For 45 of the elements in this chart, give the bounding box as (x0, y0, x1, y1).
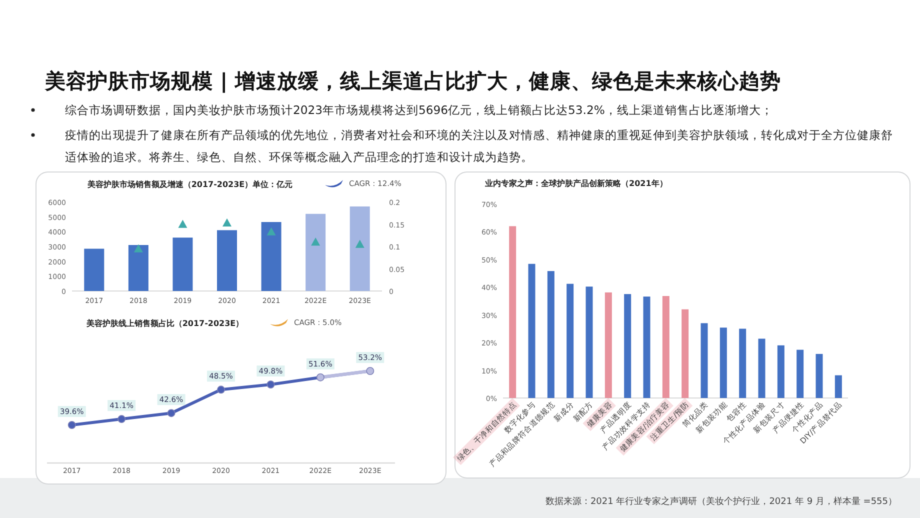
point (167, 409, 176, 418)
bar (816, 354, 823, 398)
bar (720, 328, 727, 398)
bar (261, 222, 282, 291)
bar (739, 328, 746, 398)
bar (128, 245, 148, 291)
bar (566, 284, 574, 398)
point (68, 421, 76, 429)
bar (217, 230, 237, 291)
text: 美容护肤市场规模 | 增速放缓，线上渠道占比扩大，健康、绿色是未来核心趋势 (44, 69, 781, 93)
point (134, 244, 143, 252)
bar (306, 214, 326, 291)
text: 综合市场调研数据，国内美妆护肤市场预计2023年市场规模将达到5696亿元，线上销额占比达53.2%，线上渠道销售占比逐渐增大； (65, 103, 773, 117)
bar (350, 206, 370, 291)
chart-title: 业内专家之声：全球护肤产品创新策略（2021年） (484, 178, 668, 188)
point (266, 227, 276, 236)
point (266, 380, 275, 388)
bar (700, 323, 708, 398)
bar (796, 350, 804, 398)
point (355, 240, 364, 248)
bar (643, 296, 650, 398)
chart-title: 美容护肤线上销售额占比（2017-2023E） (85, 318, 244, 328)
bar (604, 292, 612, 398)
point (316, 373, 324, 382)
source-note: 数据来源：2021 年行业专家之声调研（美妆个护行业，2021 年 9 月，样本量 =555） (545, 496, 897, 507)
bar (758, 338, 766, 398)
point (118, 415, 126, 424)
bar (777, 345, 784, 398)
bar (624, 294, 632, 398)
bar (586, 286, 593, 398)
bar (172, 238, 193, 291)
text: 疫情的出现提升了健康在所有产品领域的优先地位，消费者对社会和环境的关注以及对情感、精神健康的重视延伸到美容护肤领域，转化成对于全方位健康舒适体验的追求。将养生、绿色、自然、环保等概念融入产品理念的打造和设计成为趋势。 (65, 128, 893, 164)
bar (834, 375, 842, 398)
point (178, 220, 188, 228)
point (311, 238, 320, 246)
point (217, 386, 225, 394)
bar (528, 264, 536, 398)
bar (84, 248, 104, 291)
bar (682, 309, 689, 398)
point (222, 218, 232, 227)
bar (662, 296, 670, 398)
point (366, 367, 374, 375)
bar (509, 226, 516, 398)
chart-title: 美容护肤市场销售额及增速（2017-2023E）单位：亿元 (86, 179, 293, 189)
bar (547, 271, 554, 398)
